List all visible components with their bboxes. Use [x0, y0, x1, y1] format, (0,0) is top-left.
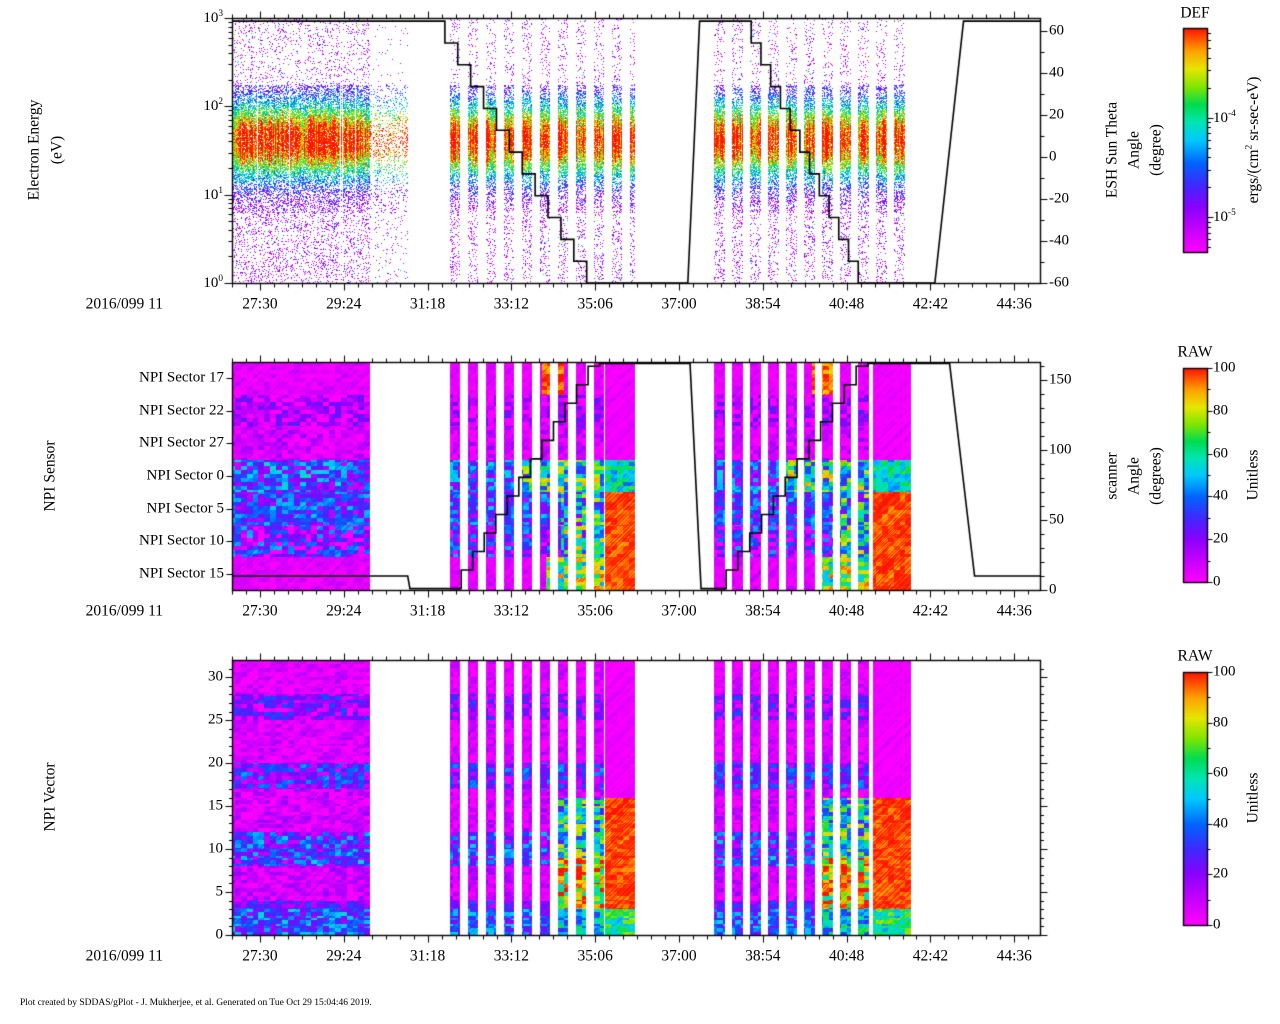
panel1-y-title-line2: (eV)	[48, 135, 66, 165]
panel2-right-title-line1: scanner	[1103, 452, 1121, 500]
footer-credit: Plot created by SDDAS/gPlot - J. Mukherj…	[20, 998, 372, 1008]
panel2-y-title: NPI Sensor	[41, 440, 59, 512]
colorbar3-unit-label: Unitless	[1244, 772, 1262, 824]
colorbar1-title: DEF	[1180, 4, 1210, 22]
panel1-right-title-line1: ESH Sun Theta	[1103, 101, 1121, 199]
panel3-y-title: NPI Vector	[41, 762, 59, 832]
panel2-right-title-line2: Angle	[1125, 457, 1143, 495]
panel2-right-title-line3: (degrees)	[1147, 447, 1165, 505]
colorbar2-unit-label: Unitless	[1244, 449, 1262, 501]
panel1-right-title-line2: Angle	[1125, 131, 1143, 169]
colorbar1-unit-label: ergs/(cm2 sr-sec-eV)	[1243, 76, 1262, 204]
panel1-right-title-line3: (degree)	[1147, 124, 1165, 176]
colorbar3-title: RAW	[1177, 647, 1213, 665]
colorbar2-title: RAW	[1177, 343, 1213, 361]
panel1-y-title-line1: Electron Energy	[25, 99, 43, 201]
